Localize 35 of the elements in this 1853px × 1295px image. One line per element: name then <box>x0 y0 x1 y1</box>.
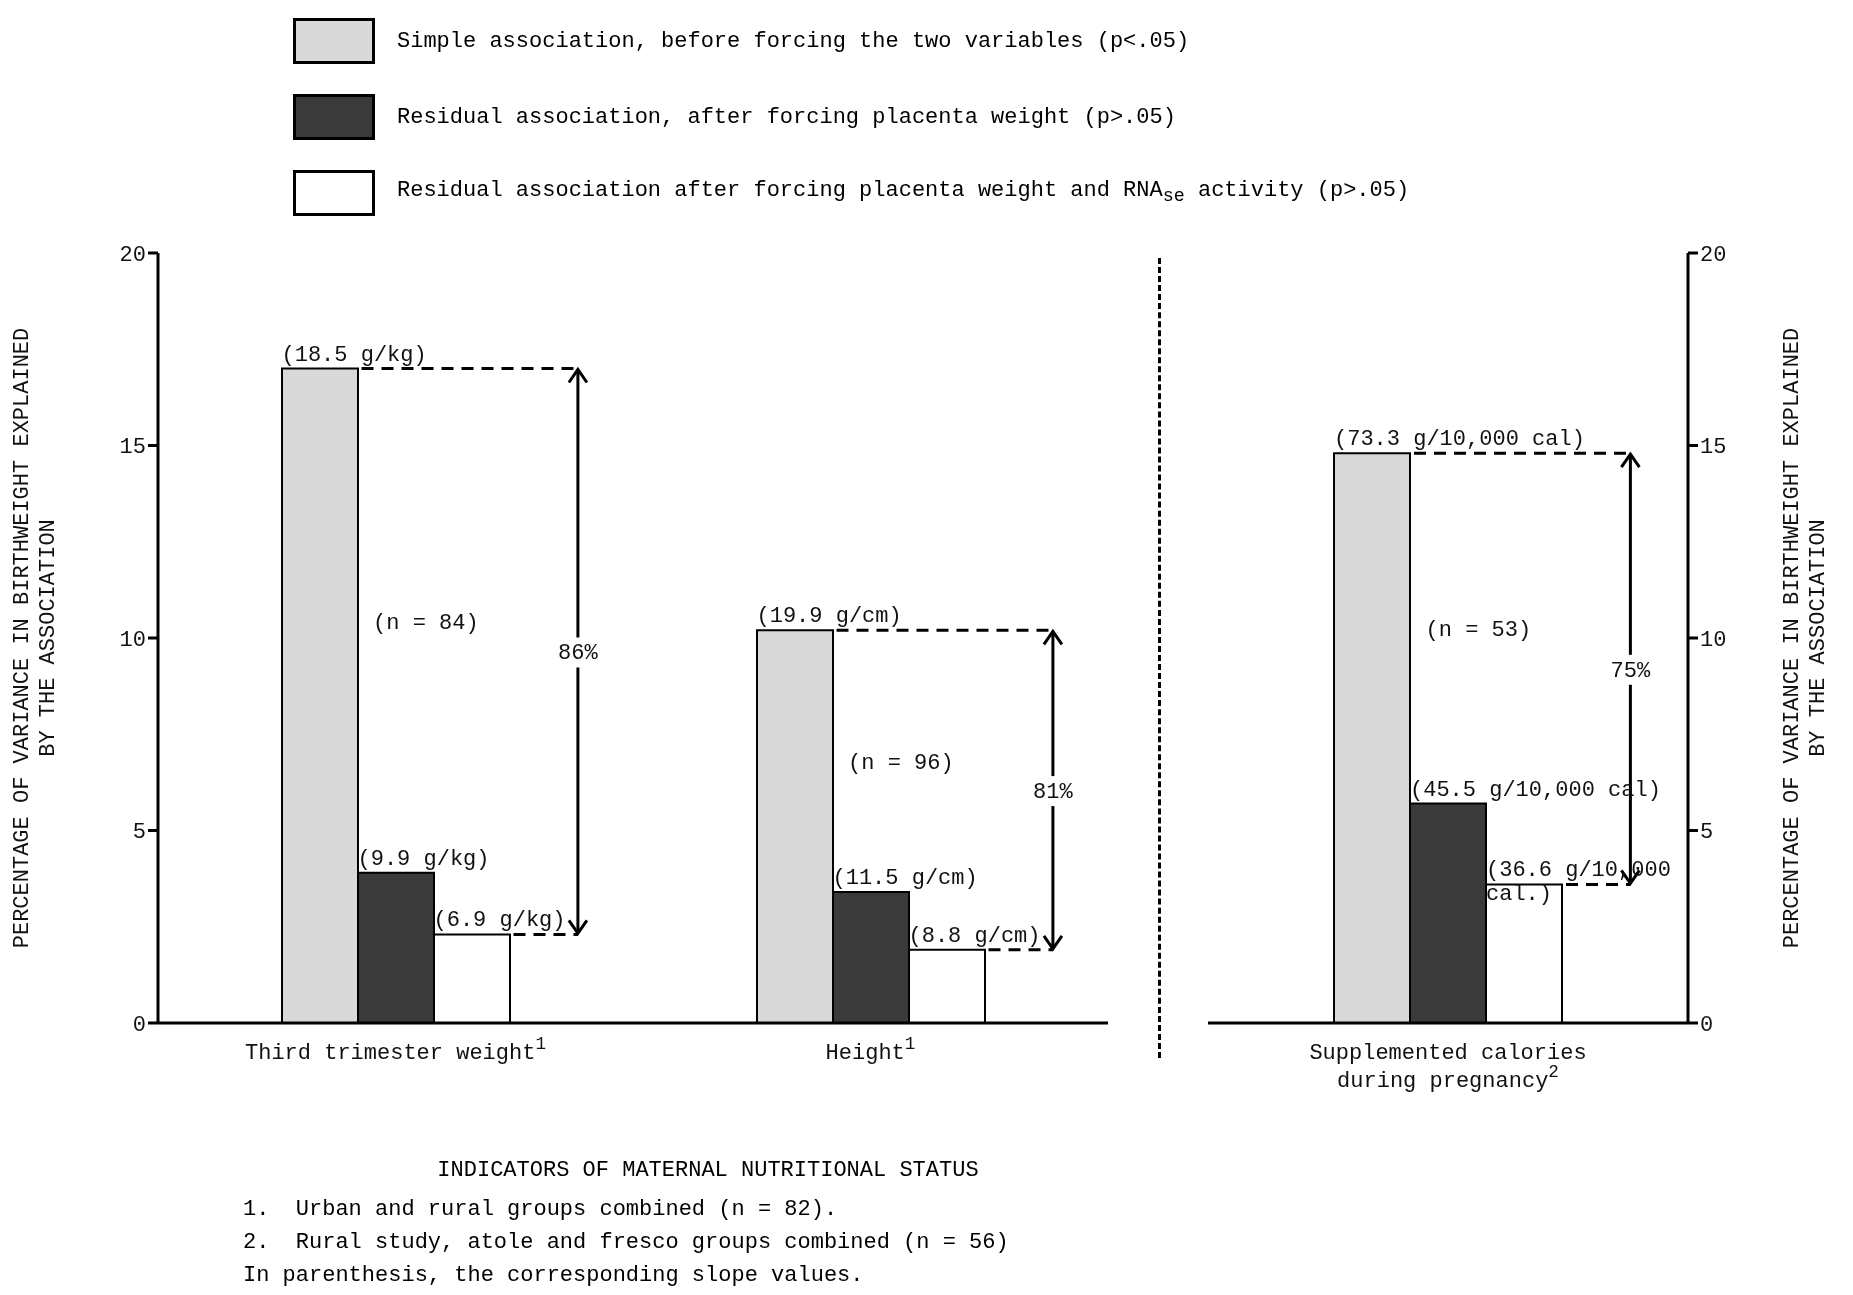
annotation: (n = 84) <box>373 610 479 636</box>
x-tick-label: Third trimester weight$^{1}$ <box>244 1034 547 1066</box>
y-tick-label: 0 <box>132 1012 146 1038</box>
x-tick-label: Supplemented calories during pregnancy$^{2}$ <box>1309 1041 1587 1094</box>
annotation: (11.5 g/cm) <box>832 866 978 892</box>
x-tick-label: Height$^{1}$ <box>825 1034 916 1066</box>
y-tick-label: 10 <box>119 627 146 653</box>
text: 2. Rural study, atole and fresco groups combined (n = 56) <box>243 1229 1009 1257</box>
y2-axis-title: PERCENTAGE OF VARIANCE IN BIRTHWEIGHT EXPLAINED BY THE ASSOCIATION <box>1780 327 1831 949</box>
y-tick-label: 20 <box>119 242 146 268</box>
text: 1. Urban and rural groups combined (n = 82). <box>243 1196 839 1224</box>
annotation: (19.9 g/cm) <box>756 604 902 630</box>
annotation: 81% <box>1033 780 1074 806</box>
text: In parenthesis, the corresponding slope values. <box>243 1262 865 1290</box>
annotation: (6.9 g/kg) <box>433 908 566 934</box>
annotation: (n = 96) <box>848 751 954 777</box>
y-axis-title: PERCENTAGE OF VARIANCE IN BIRTHWEIGHT EXPLAINED BY THE ASSOCIATION <box>10 327 61 949</box>
y-tick-label: 15 <box>119 435 146 461</box>
annotation: (9.9 g/kg) <box>357 846 490 872</box>
annotation: 86% <box>558 641 599 667</box>
y-tick-label: 15 <box>1700 435 1727 461</box>
annotation: (8.8 g/cm) <box>908 923 1041 949</box>
y-tick-label: 5 <box>132 820 146 846</box>
legend-label: Simple association, before forcing the two variables (p<.05) <box>397 28 1190 54</box>
annotation: (73.3 g/10,000 cal) <box>1334 427 1585 453</box>
y-tick-label: 0 <box>1700 1012 1714 1038</box>
y-tick-label: 20 <box>1700 242 1727 268</box>
annotation: (18.5 g/kg) <box>281 342 427 368</box>
annotation: 75% <box>1610 658 1651 684</box>
legend-label: Residual association after forcing placenta weight and RNA$_{se}$ activity (p>.05) <box>397 178 1410 208</box>
y-tick-label: 10 <box>1700 627 1727 653</box>
x-axis-title: INDICATORS OF MATERNAL NUTRITIONAL STATUS <box>436 1158 980 1183</box>
annotation: (n = 53) <box>1425 618 1532 644</box>
y-tick-label: 5 <box>1700 820 1714 846</box>
legend-label: Residual association, after forcing placenta weight (p>.05) <box>397 104 1176 130</box>
